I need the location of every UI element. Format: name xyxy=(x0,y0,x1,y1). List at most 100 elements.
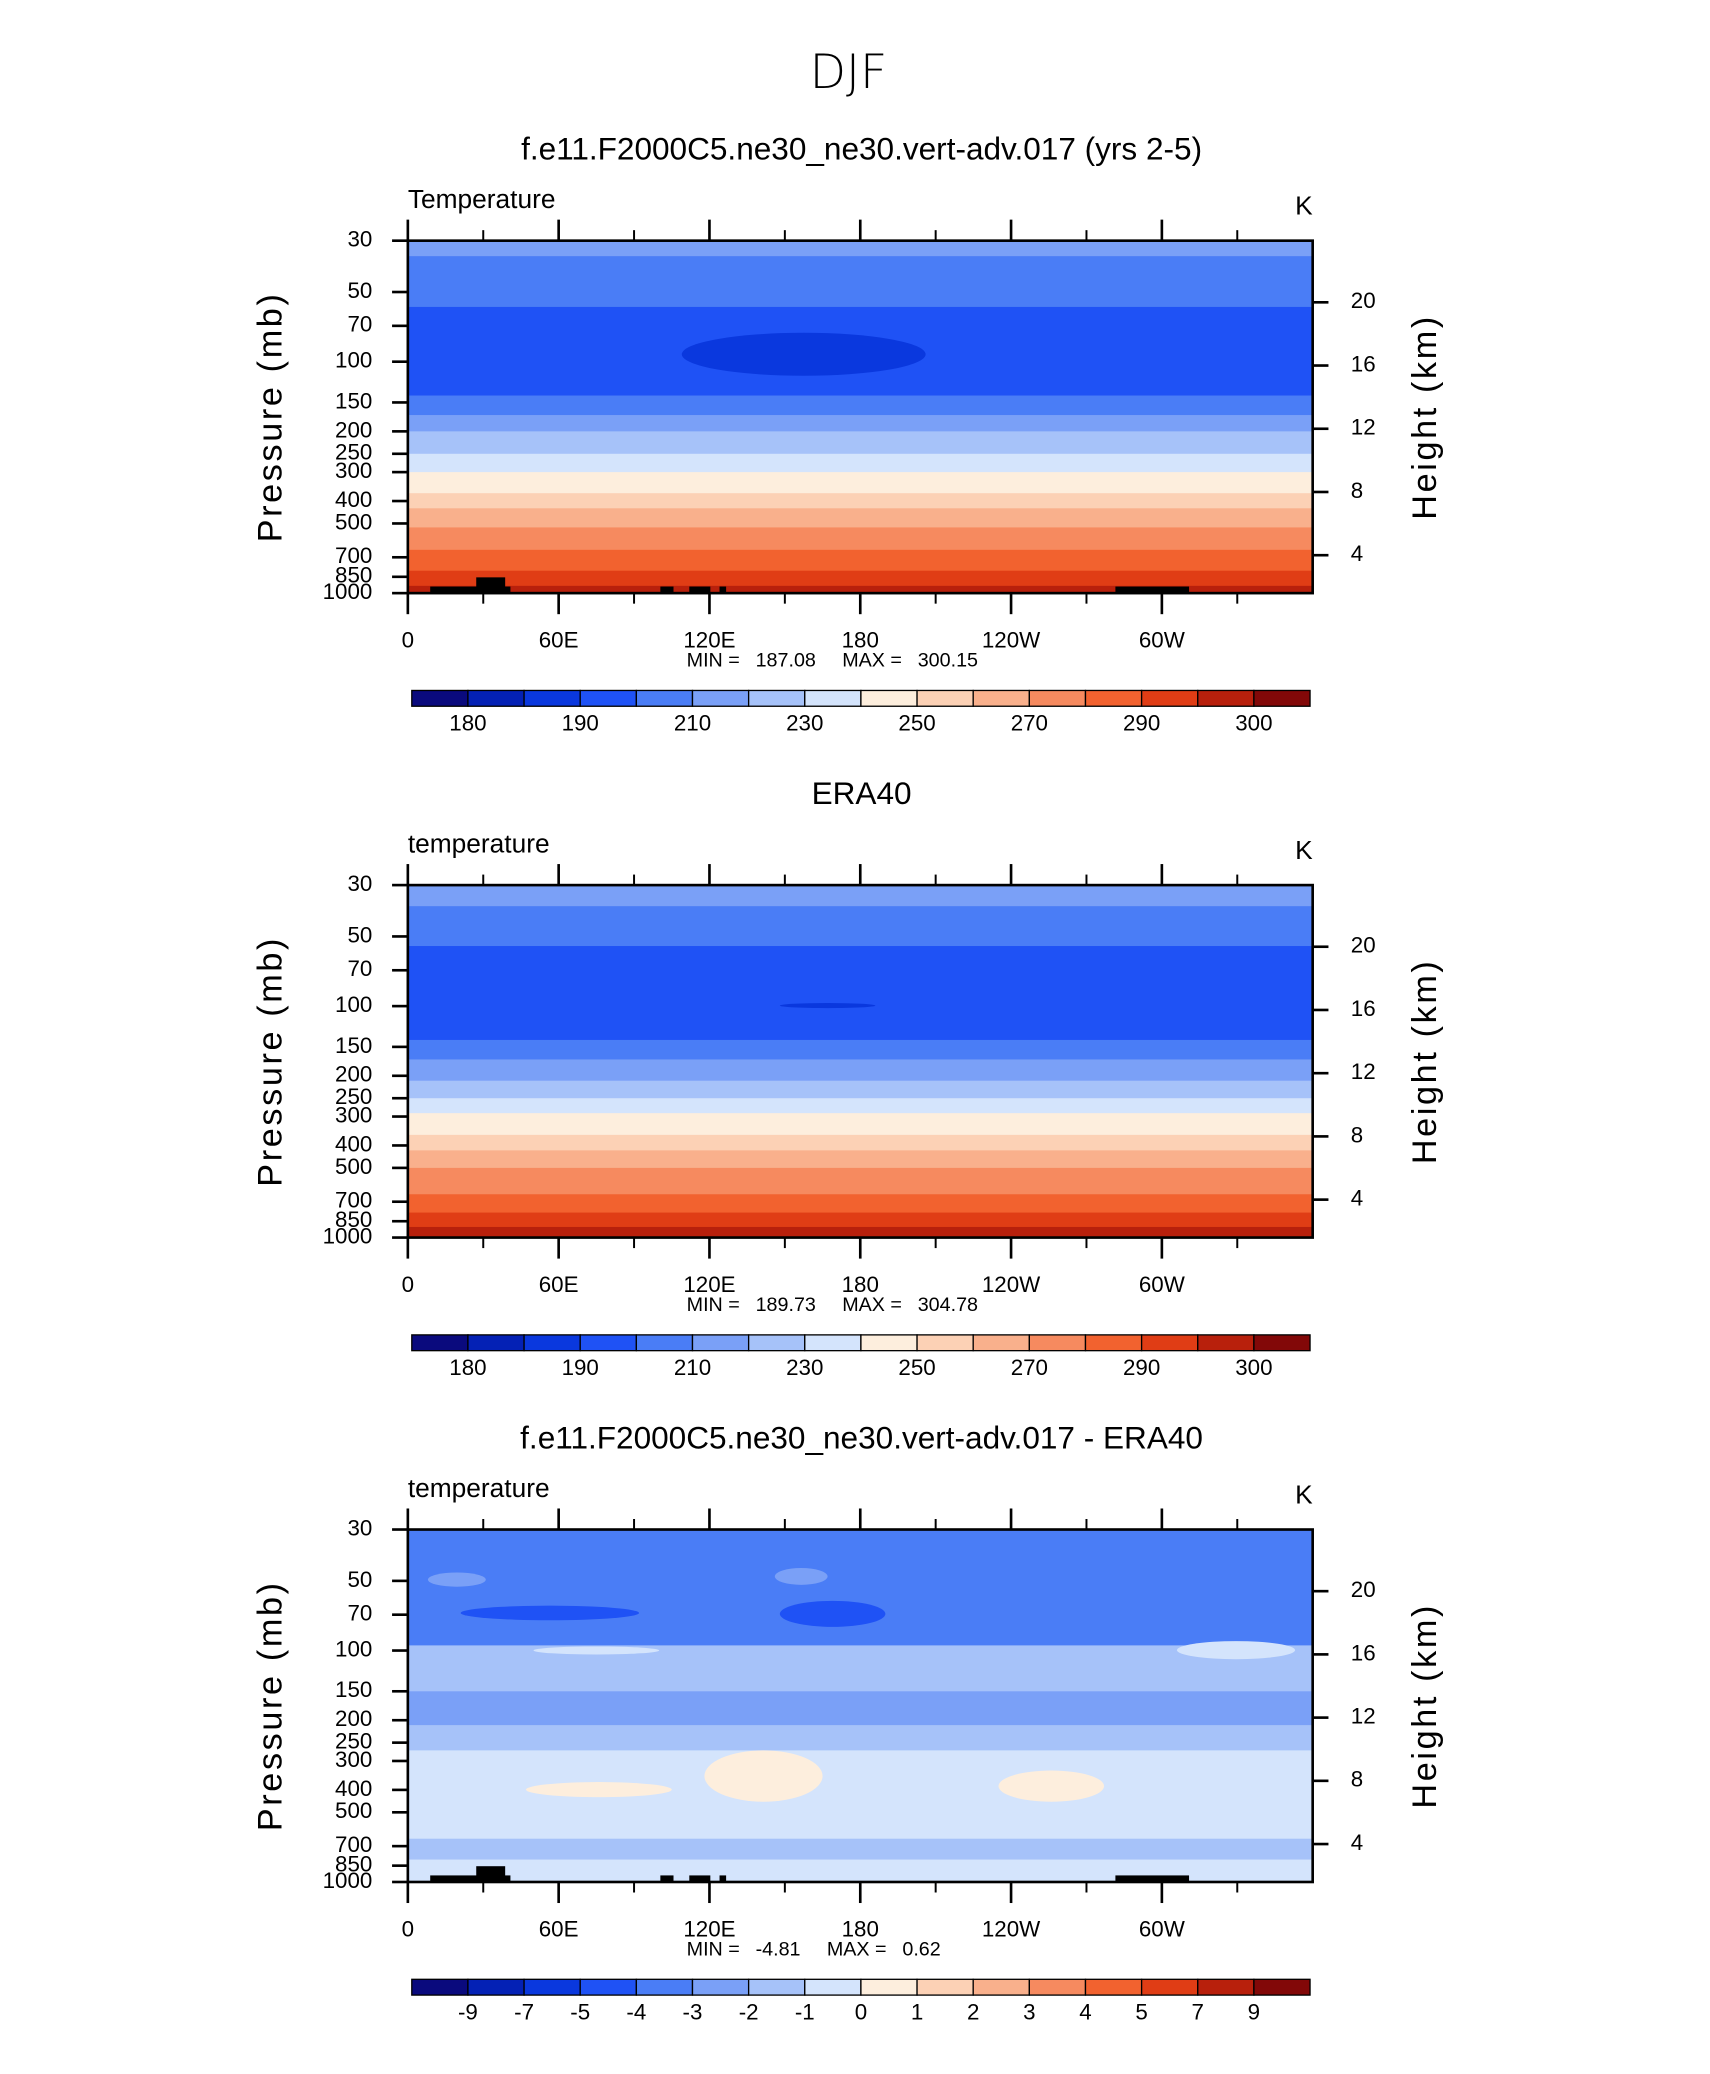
colorbar-box xyxy=(579,1978,638,1996)
contour-band xyxy=(407,1529,1313,1647)
orography xyxy=(1115,586,1190,594)
contour-band xyxy=(407,1750,1313,1840)
colorbar-box xyxy=(1140,1978,1199,1996)
y2-tick-label: 20 xyxy=(1351,933,1376,958)
orography xyxy=(430,1875,511,1882)
colorbar-box xyxy=(467,1978,525,1996)
colorbar-box xyxy=(1197,1334,1255,1352)
min-max-part: 0.62 xyxy=(902,1939,940,1961)
contour-patch xyxy=(460,1605,640,1621)
colorbar-box xyxy=(916,1334,974,1352)
x-tick-label: 60W xyxy=(1139,628,1186,653)
colorbar-box xyxy=(635,1334,694,1352)
colorbar-label: 230 xyxy=(786,1355,823,1380)
contour-patch xyxy=(427,1572,486,1587)
colorbar-box xyxy=(1197,689,1255,707)
y-tick-label: 250 xyxy=(335,1729,372,1754)
orography xyxy=(719,586,727,594)
colorbar-label: 230 xyxy=(786,711,823,736)
colorbar-box xyxy=(579,689,638,707)
colorbar-box xyxy=(1084,689,1143,707)
y-tick-label: 200 xyxy=(335,1062,372,1087)
units-label: K xyxy=(1295,835,1313,865)
y2-axis-label: Height (km) xyxy=(1406,1603,1444,1809)
orography xyxy=(689,586,711,594)
colorbar-box xyxy=(1028,1334,1087,1352)
min-max: MIN = 189.73 MAX = 304.78 xyxy=(687,1294,978,1316)
y-tick-label: 30 xyxy=(347,227,372,252)
contour-patch xyxy=(525,1782,672,1798)
colorbar-box xyxy=(1253,1978,1311,1996)
colorbar-box xyxy=(804,1334,862,1352)
colorbar-box xyxy=(1084,1978,1143,1996)
colorbar-box xyxy=(972,1334,1030,1352)
y2-axis-label: Height (km) xyxy=(1406,959,1444,1165)
y2-tick-label: 4 xyxy=(1351,1830,1363,1855)
y-tick-label: 300 xyxy=(335,1102,372,1127)
contour-band xyxy=(407,1838,1313,1861)
colorbar-label: 7 xyxy=(1192,1999,1204,2024)
colorbar-label: 270 xyxy=(1011,1355,1048,1380)
min-max-part: MIN = xyxy=(687,650,740,672)
min-max-part: 300.15 xyxy=(918,650,978,672)
colorbar-box xyxy=(747,1978,806,1996)
y-tick-label: 150 xyxy=(335,388,372,413)
y-tick-label: 70 xyxy=(347,1601,372,1626)
colorbar-box xyxy=(411,689,469,707)
contour-band xyxy=(407,585,1313,594)
panel-title: f.e11.F2000C5.ne30_ne30.vert-adv.017 (yr… xyxy=(521,131,1202,167)
x-tick-label: 120W xyxy=(982,1917,1041,1942)
colorbar-box xyxy=(747,689,806,707)
contour-band xyxy=(407,493,1313,509)
colorbar-box xyxy=(579,1334,638,1352)
contour-band xyxy=(407,1039,1313,1061)
min-max-part: 189.73 xyxy=(756,1294,816,1316)
colorbar-label: 210 xyxy=(674,711,711,736)
colorbar-box xyxy=(1140,1334,1199,1352)
colorbar-label: -4 xyxy=(626,1999,646,2024)
panel-title: ERA40 xyxy=(812,775,912,811)
y-tick-label: 700 xyxy=(335,1832,372,1857)
colorbar-box xyxy=(411,1978,469,1996)
colorbar-label: 250 xyxy=(898,711,935,736)
colorbar-box xyxy=(860,1334,918,1352)
y-tick-label: 1000 xyxy=(323,1868,373,1893)
colorbar-box xyxy=(635,689,694,707)
colorbar-box xyxy=(1028,1978,1087,1996)
orography xyxy=(430,586,511,594)
colorbar-box xyxy=(691,689,750,707)
field xyxy=(407,1529,1313,1882)
contour-band xyxy=(407,946,1313,1041)
colorbar-label: 290 xyxy=(1123,1355,1160,1380)
contour-band xyxy=(407,472,1313,494)
colorbar-box xyxy=(691,1334,750,1352)
y-tick-label: 70 xyxy=(347,956,372,981)
contour-band xyxy=(407,1226,1313,1238)
y-tick-label: 500 xyxy=(335,509,372,534)
y2-tick-label: 20 xyxy=(1351,288,1376,313)
x-tick-label: 120W xyxy=(982,1272,1041,1297)
y2-tick-label: 16 xyxy=(1351,996,1376,1021)
colorbar-label: 9 xyxy=(1248,1999,1260,2024)
colorbar-label: 180 xyxy=(449,1355,486,1380)
min-max: MIN = 187.08 MAX = 300.15 xyxy=(687,650,978,672)
y2-tick-label: 12 xyxy=(1351,1704,1376,1729)
y-tick-label: 100 xyxy=(335,1636,372,1661)
x-tick-label: 60W xyxy=(1139,1917,1186,1942)
colorbar-label: -7 xyxy=(514,1999,534,2024)
colorbar-box xyxy=(804,689,862,707)
colorbar-box xyxy=(916,1978,974,1996)
colorbar-label: 1 xyxy=(911,1999,923,2024)
y-tick-label: 150 xyxy=(335,1033,372,1058)
contour-band xyxy=(407,527,1313,551)
y-tick-label: 70 xyxy=(347,312,372,337)
y2-tick-label: 8 xyxy=(1351,1767,1363,1792)
y-tick-label: 400 xyxy=(335,1131,372,1156)
units-label: K xyxy=(1295,191,1313,221)
min-max-part: -4.81 xyxy=(756,1939,801,1961)
x-tick-label: 60E xyxy=(539,1272,579,1297)
x-tick-label: 120E xyxy=(683,1917,735,1942)
colorbar-box xyxy=(1197,1978,1255,1996)
contour-patch xyxy=(774,1568,828,1585)
